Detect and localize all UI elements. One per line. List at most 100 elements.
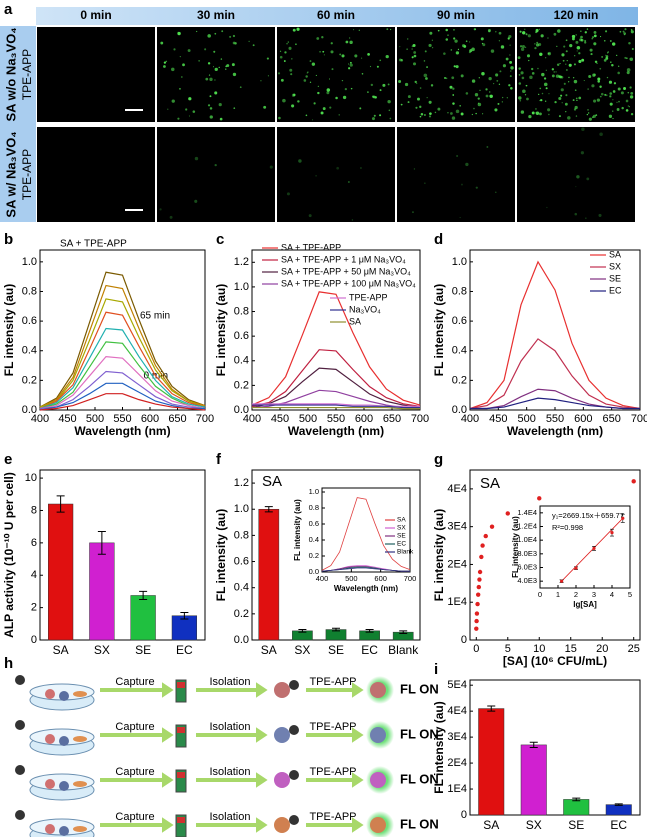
fluorescence-speck <box>447 112 449 114</box>
fluorescence-speck <box>520 110 525 114</box>
x-tick-label: 400 <box>316 574 329 583</box>
fluorescence-speck <box>593 34 597 38</box>
fluorescence-speck <box>575 40 579 44</box>
fluorescence-speck <box>556 45 558 48</box>
fluorescence-speck <box>331 68 334 71</box>
fluorescence-speck <box>252 44 255 47</box>
fluorescence-speck <box>424 50 427 53</box>
fluorescence-speck <box>353 29 355 31</box>
fluorescence-speck <box>580 39 583 41</box>
fluorescence-speck <box>279 55 283 59</box>
fluorescence-speck <box>531 72 535 75</box>
fluorescence-speck <box>173 48 176 51</box>
fluorescence-speck <box>578 96 582 100</box>
y-axis-label: FL intensity (au) <box>511 516 520 578</box>
process-arrow <box>196 772 268 788</box>
fluorescence-speck <box>198 60 200 62</box>
fluorescence-speck <box>416 82 418 85</box>
fluorescence-speck <box>207 62 211 65</box>
x-tick-label: 700 <box>411 413 429 425</box>
fluorescence-speck <box>407 101 410 104</box>
fluorescence-speck <box>209 77 213 82</box>
fluorescence-speck <box>232 34 236 38</box>
fluorescence-speck <box>498 40 501 42</box>
fluorescence-speck <box>296 27 300 31</box>
fluorescence-speck <box>568 76 570 79</box>
fluorescence-speck <box>581 127 585 131</box>
x-axis-label: Wavelength (nm) <box>334 584 398 593</box>
fluorescence-speck <box>204 48 207 51</box>
x-tick-label: 700 <box>196 413 214 425</box>
fluorescence-speck <box>192 110 196 113</box>
capture-spot <box>177 817 185 823</box>
y-tick-label: 0.8 <box>22 285 37 297</box>
data-point <box>537 496 542 501</box>
x-tick-label: SX <box>294 643 310 657</box>
capture-strip <box>175 679 187 703</box>
inset-background <box>322 488 410 572</box>
bar <box>605 804 632 816</box>
spectrum-line <box>251 349 421 407</box>
fluorescence-speck <box>592 114 596 118</box>
process-arrow <box>100 727 174 743</box>
fluorescence-speck <box>412 43 416 47</box>
x-tick-label: 450 <box>271 413 289 425</box>
fluorescence-speck <box>372 95 376 99</box>
fluorescence-speck <box>608 80 613 84</box>
fluorescence-speck <box>489 94 493 98</box>
fluorescence-speck <box>612 90 616 93</box>
fluorescence-speck <box>546 206 548 209</box>
fluorescence-speck <box>218 66 220 69</box>
fluorescence-speck <box>580 35 583 39</box>
fluorescence-speck <box>603 39 606 42</box>
step-label: Isolation <box>210 676 251 688</box>
fluorescence-speck <box>525 33 528 36</box>
fluorescence-speck <box>326 88 331 92</box>
y-tick-label: 4.0E3 <box>517 576 537 585</box>
fluorescence-speck <box>460 112 464 116</box>
x-tick-label: 500 <box>86 413 104 425</box>
fluorescence-speck <box>547 108 551 112</box>
fluorescence-speck <box>499 70 502 73</box>
fluorescence-speck <box>486 146 489 148</box>
fluorescence-speck <box>611 42 616 46</box>
bacterium <box>59 736 69 746</box>
fluorescence-speck <box>571 34 576 39</box>
x-tick-label: EC <box>176 643 193 657</box>
fluorescence-speck <box>495 73 499 77</box>
fluorescence-speck <box>535 111 540 115</box>
fluorescence-speck <box>629 57 634 61</box>
fluorescence-speck <box>501 96 504 99</box>
fluorescence-speck <box>453 37 456 40</box>
fluorescence-speck <box>445 77 448 80</box>
x-tick-label: 600 <box>355 413 373 425</box>
micrograph <box>277 127 395 222</box>
y-tick-label: 0.6 <box>22 315 37 327</box>
fluorescence-speck <box>518 73 521 76</box>
process-arrow <box>306 727 364 743</box>
fluorescence-speck <box>630 29 633 31</box>
fluorescence-speck <box>316 37 320 40</box>
fluorescence-speck <box>419 87 422 89</box>
fluorescence-speck <box>601 55 604 58</box>
panel-label: b <box>4 231 13 248</box>
spectrum-line <box>252 404 420 409</box>
fluorescence-speck <box>459 216 461 219</box>
fluorescence-speck <box>567 116 571 120</box>
fluorescence-speck <box>625 99 629 103</box>
y-axis-label: FL intensity (au) <box>432 509 446 601</box>
fluorescence-speck <box>605 94 608 97</box>
panel-label: f <box>216 451 222 468</box>
panel-label: a <box>4 1 13 18</box>
fluorescence-speck <box>443 52 446 55</box>
fluorescence-speck <box>214 79 216 81</box>
fluorescence-speck <box>536 41 539 44</box>
data-point <box>574 566 578 570</box>
fluorescence-speck <box>586 28 589 30</box>
bacterium <box>45 824 55 834</box>
y-tick-label: 4E4 <box>447 705 467 717</box>
x-tick-label: 600 <box>574 413 592 425</box>
fluorescence-speck <box>208 74 211 76</box>
fluorescence-speck <box>596 62 598 65</box>
x-tick-label: 15 <box>565 643 577 655</box>
